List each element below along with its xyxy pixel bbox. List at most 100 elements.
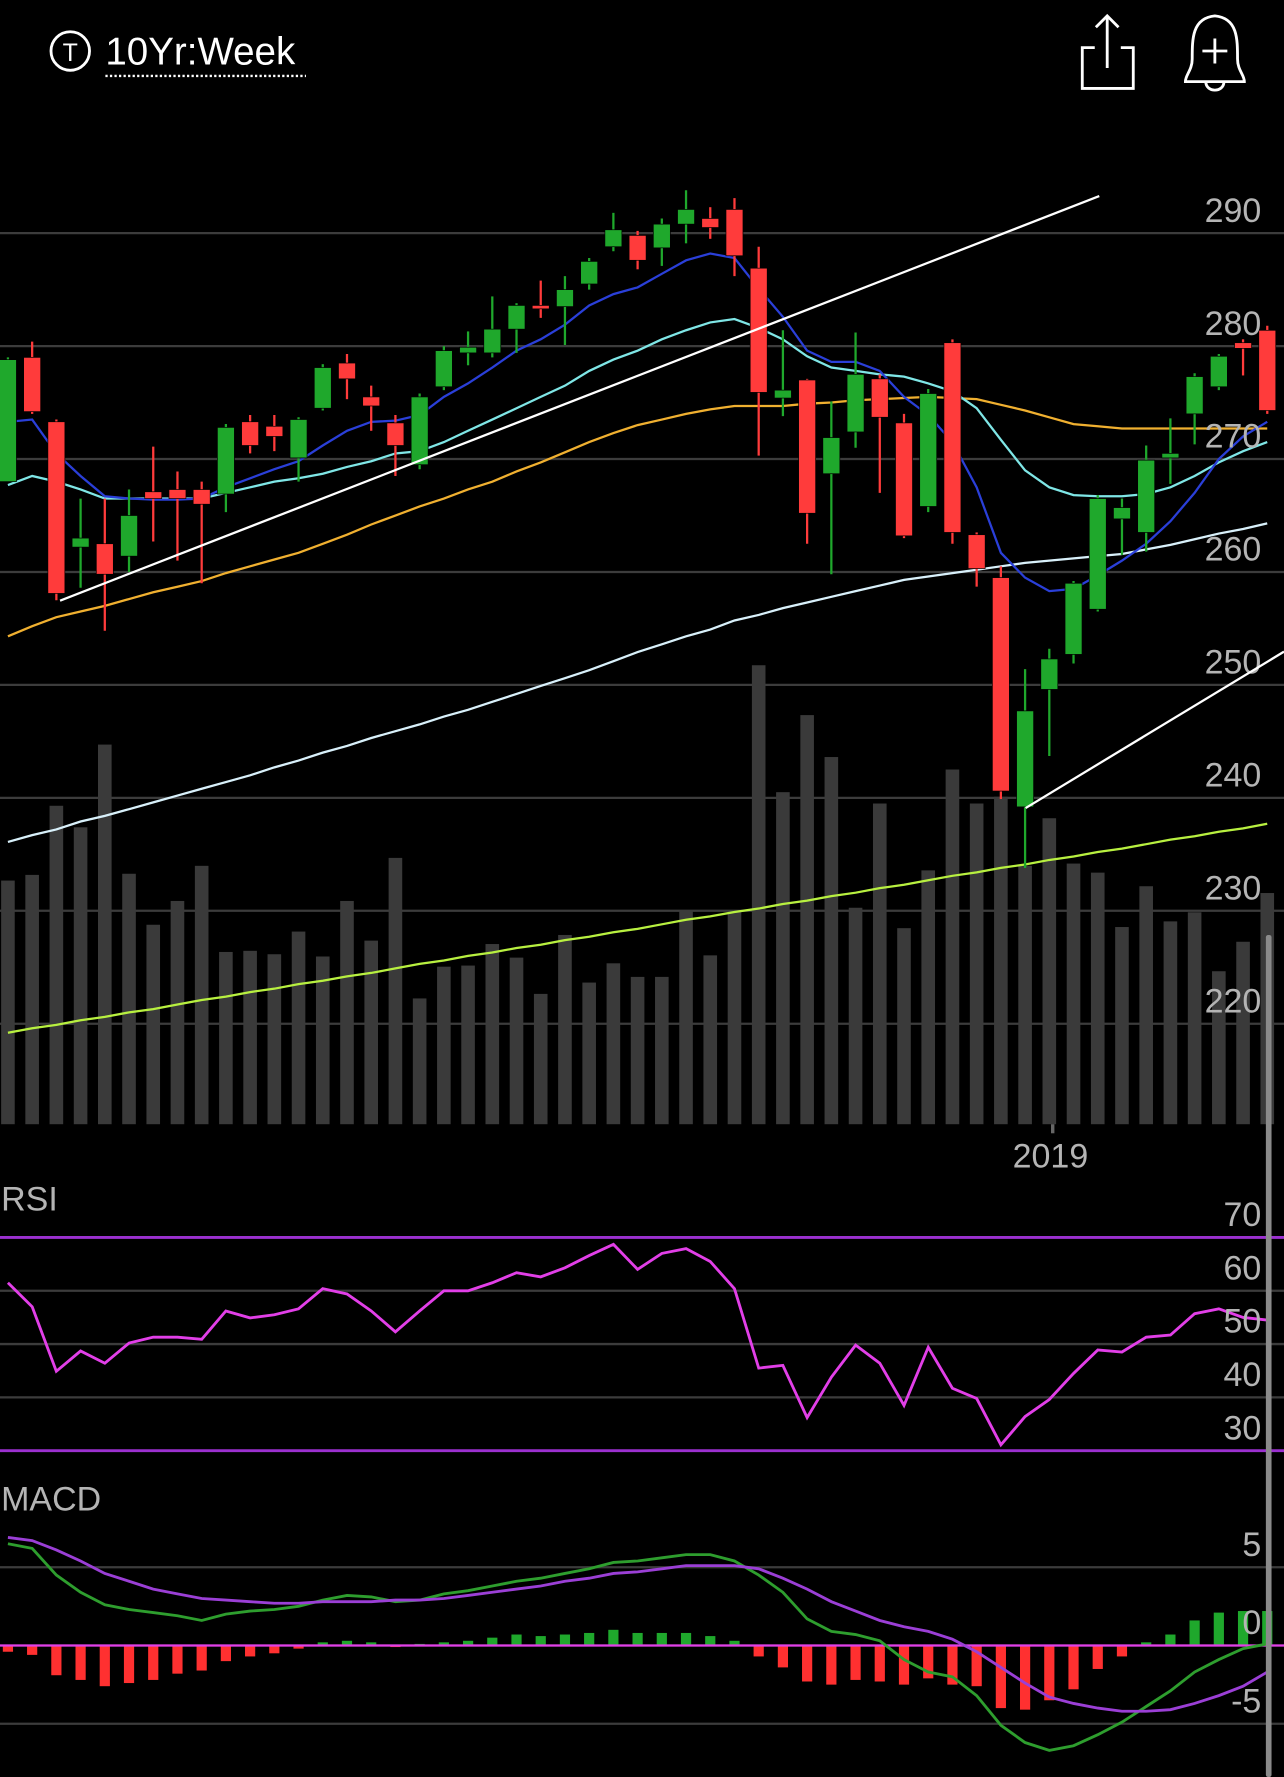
candle-body <box>1113 507 1131 520</box>
volume-bar <box>945 769 960 1125</box>
volume-bar <box>800 715 814 1125</box>
volume-bar <box>194 865 209 1125</box>
volume-bar <box>146 924 161 1125</box>
candle-body <box>241 421 259 446</box>
histogram-bar <box>366 1642 377 1646</box>
histogram-bar <box>462 1640 474 1646</box>
volume-bar <box>727 910 742 1125</box>
volume-bar <box>824 757 839 1125</box>
candle-body <box>217 427 235 495</box>
volume-bar <box>364 940 379 1125</box>
candle-body <box>1040 658 1059 690</box>
y-tick-label: 70 <box>1224 1196 1262 1234</box>
histogram-bar <box>850 1645 861 1680</box>
histogram-bar <box>559 1634 571 1646</box>
volume-bar <box>49 805 64 1125</box>
histogram-bar <box>1237 1611 1249 1646</box>
volume-bar <box>1042 818 1057 1125</box>
histogram-bar <box>511 1634 522 1646</box>
candle-body <box>580 261 599 285</box>
volume-bar <box>558 934 572 1125</box>
histogram-bar <box>535 1636 546 1646</box>
volume-bar <box>509 957 524 1125</box>
histogram-bar <box>802 1645 813 1682</box>
y-tick-label: 240 <box>1205 757 1262 795</box>
histogram-bar <box>1044 1645 1055 1701</box>
volume-bar <box>243 950 257 1125</box>
volume-bar <box>412 998 427 1125</box>
candle-body <box>95 543 114 575</box>
candle-body <box>386 422 405 446</box>
volume-bar <box>315 956 330 1125</box>
panel-title: MACD <box>1 1481 101 1519</box>
candle-body <box>1209 355 1228 388</box>
histogram-bar <box>995 1645 1006 1709</box>
candle-body <box>120 515 138 557</box>
y-tick-label: 230 <box>1205 869 1262 907</box>
volume-bar <box>1236 941 1250 1125</box>
candle-body <box>556 289 574 307</box>
histogram-bar <box>1116 1645 1128 1657</box>
volume-bar <box>630 976 645 1125</box>
candle-body <box>168 489 187 499</box>
histogram-bar <box>196 1645 207 1671</box>
y-tick-label: 0 <box>1242 1604 1261 1642</box>
share-button[interactable] <box>1080 13 1135 90</box>
candle-body <box>1137 459 1156 533</box>
symbol-title: 10Yr:Week <box>105 31 296 74</box>
histogram-bar <box>2 1645 14 1652</box>
candle-body <box>677 209 695 225</box>
volume-bar <box>969 803 984 1125</box>
y-tick-label: 50 <box>1224 1303 1262 1341</box>
candle-body <box>943 342 962 533</box>
volume-bar <box>25 874 39 1125</box>
candle-body <box>749 267 768 393</box>
volume-bar <box>1090 872 1105 1125</box>
trend-lines <box>59 195 1284 810</box>
candle-body <box>531 305 550 310</box>
y-tick-label: 220 <box>1205 982 1262 1020</box>
candle-body <box>265 425 284 437</box>
candle-body <box>701 218 720 228</box>
candle-body <box>507 305 526 330</box>
volume-bar <box>1187 912 1202 1125</box>
volume-bar <box>437 966 451 1125</box>
histogram-bar <box>99 1645 110 1687</box>
volume-bar <box>291 931 306 1125</box>
volume-bar <box>703 955 718 1125</box>
alert-button[interactable] <box>1183 14 1246 92</box>
volume-bar <box>1066 863 1081 1125</box>
candle-body <box>628 235 647 261</box>
panel-title: RSI <box>1 1180 58 1218</box>
line-series <box>7 395 1268 638</box>
histogram-bar <box>438 1642 449 1646</box>
line-series <box>7 1542 1268 1752</box>
candle-body <box>774 389 792 399</box>
histogram-bar <box>1189 1620 1200 1646</box>
histogram-bar <box>971 1645 982 1687</box>
candle-body <box>652 223 671 249</box>
symbol-button[interactable]: T 10Yr:Week <box>49 30 306 78</box>
histogram-bar <box>75 1645 86 1680</box>
y-tick-label: 60 <box>1224 1249 1262 1287</box>
candle-body <box>1064 582 1083 655</box>
y-tick-label: 40 <box>1224 1356 1262 1394</box>
volume-bar <box>679 910 693 1125</box>
volume-bar <box>848 907 863 1125</box>
histogram-bar <box>27 1645 38 1655</box>
candle-body <box>992 577 1010 792</box>
histogram-bar <box>923 1645 934 1679</box>
candle-body <box>725 209 744 257</box>
scrollbar <box>1265 934 1272 1777</box>
histogram-bar <box>680 1632 692 1646</box>
line-series <box>7 317 1268 500</box>
candle-body <box>47 421 66 594</box>
candle-body <box>919 393 938 507</box>
histogram-bar <box>245 1645 256 1657</box>
candle-body <box>1258 329 1277 411</box>
volume-bar <box>388 857 403 1125</box>
histogram-bar <box>898 1645 910 1685</box>
plot-area: 2202302402502602702802902019RSI304050607… <box>0 190 1284 1752</box>
symbol-icon-letter: T <box>63 39 78 67</box>
